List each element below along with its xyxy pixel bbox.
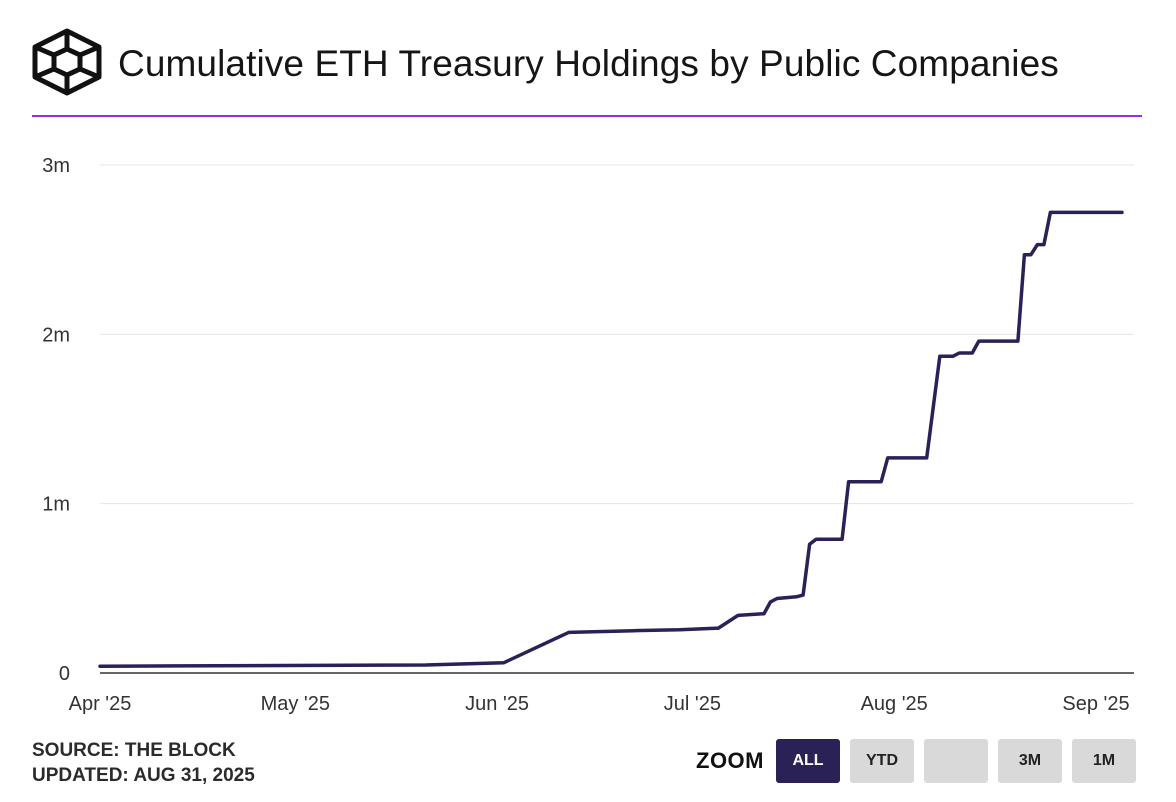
x-tick-label: May '25: [261, 693, 330, 715]
zoom-blank-button[interactable]: [924, 739, 988, 783]
accent-divider: [32, 115, 1142, 117]
y-tick-label: 0: [59, 663, 70, 685]
y-tick-label: 2m: [42, 324, 70, 346]
y-tick-label: 1m: [42, 494, 70, 516]
x-tick-label: Jun '25: [465, 693, 529, 715]
zoom-label: ZOOM: [696, 748, 764, 773]
x-tick-label: Sep '25: [1062, 693, 1129, 715]
x-tick-label: Aug '25: [861, 693, 928, 715]
chart-header: Cumulative ETH Treasury Holdings by Publ…: [0, 0, 1176, 118]
zoom-3m-button[interactable]: 3M: [998, 739, 1062, 783]
y-tick-label: 3m: [42, 155, 70, 177]
line-chart: 0 1m 2m 3m Apr '25 May '25 Jun '25 Jul '25 Aug …: [42, 155, 1134, 715]
chart-title: Cumulative ETH Treasury Holdings by Publ…: [118, 43, 1059, 84]
x-tick-label: Jul '25: [664, 693, 721, 715]
x-axis-ticks: Apr '25 May '25 Jun '25 Jul '25 Aug '25 Sep '…: [69, 693, 1130, 715]
grid-lines: [100, 164, 1134, 505]
zoom-all-button[interactable]: ALL: [776, 739, 840, 783]
zoom-controls: ZOOM ALL YTD 3M 1M: [696, 739, 1136, 783]
updated-text: UPDATED: AUG 31, 2025: [32, 765, 255, 786]
zoom-ytd-button[interactable]: YTD: [850, 739, 914, 783]
x-tick-label: Apr '25: [69, 693, 132, 715]
source-text: SOURCE: THE BLOCK: [32, 740, 236, 761]
y-axis-ticks: 0 1m 2m 3m: [42, 155, 70, 685]
chart-footer: SOURCE: THE BLOCK UPDATED: AUG 31, 2025: [32, 738, 255, 788]
series-line: [98, 210, 1124, 668]
the-block-cube-icon: [32, 28, 102, 96]
zoom-1m-button[interactable]: 1M: [1072, 739, 1136, 783]
